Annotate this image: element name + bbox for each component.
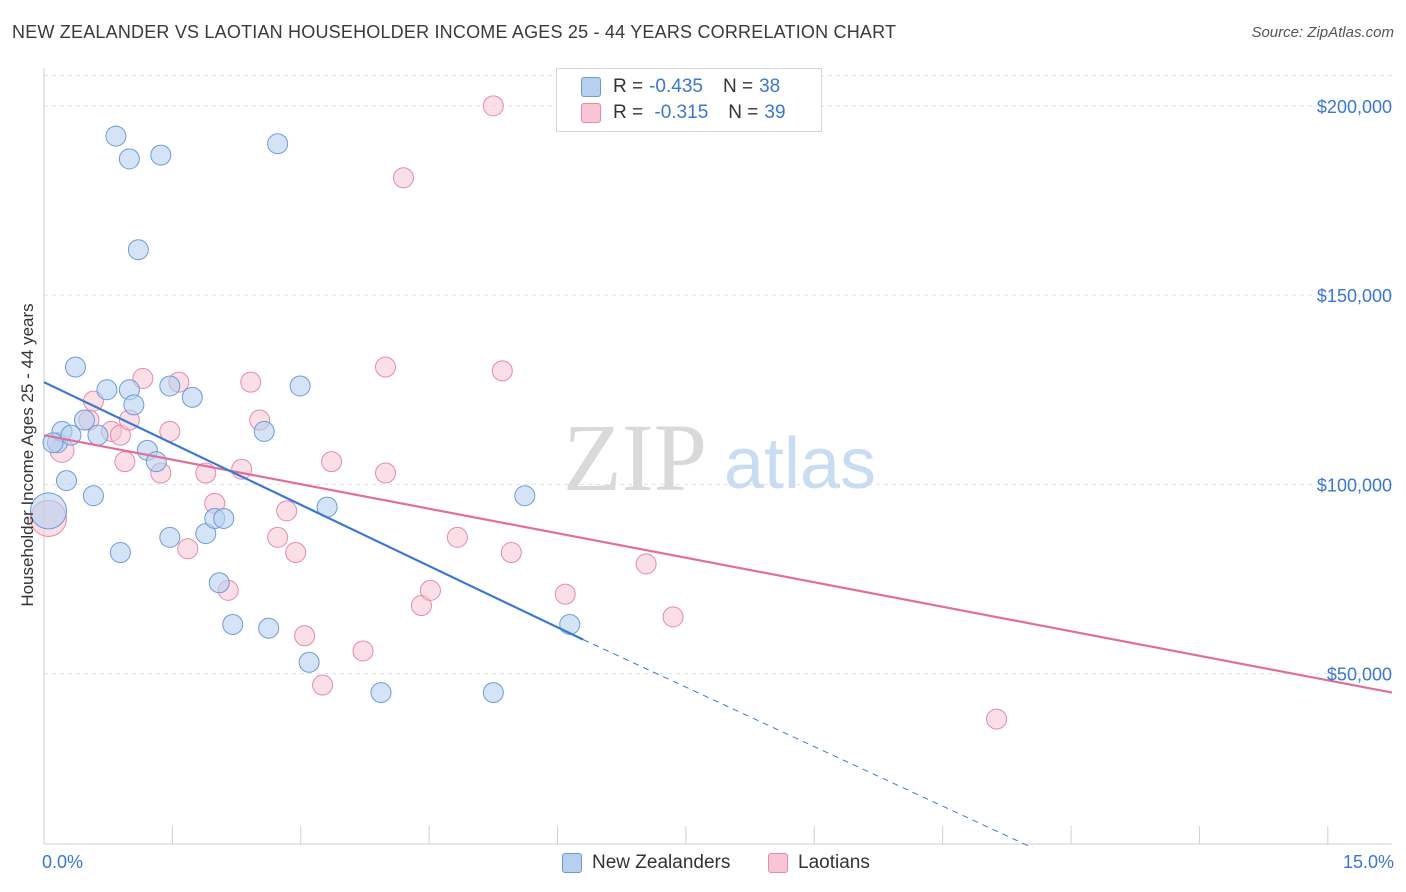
legend-r-value: -0.315 [649, 102, 709, 123]
new-zealanders-point [87, 424, 109, 446]
new-zealanders-point [559, 613, 581, 635]
watermark-zip: ZIP [563, 404, 707, 511]
correlation-legend: R = -0.435 N = 38 R = -0.315 N = 39 [556, 68, 822, 132]
laotians-points [29, 95, 1008, 730]
laotians-point [240, 371, 262, 393]
legend-n-value: 39 [764, 102, 786, 123]
laotians-point [294, 625, 316, 647]
new-zealanders-trend-extension [582, 639, 1033, 849]
new-zealanders-point [29, 492, 67, 530]
laotians-point [446, 526, 468, 548]
new-zealanders-point [514, 485, 536, 507]
laotians-point [374, 462, 396, 484]
legend-row-new-zealanders: R = -0.435 N = 38 [581, 75, 780, 99]
x-tick-label-min: 0.0% [42, 852, 84, 872]
new-zealanders-point [482, 682, 504, 704]
new-zealanders-point [289, 375, 311, 397]
laotians-point [491, 360, 513, 382]
bottom-legend-laotians: Laotians [768, 852, 870, 874]
source-credit: Source: ZipAtlas.com [1251, 24, 1394, 41]
chart-title: NEW ZEALANDER VS LAOTIAN HOUSEHOLDER INC… [12, 22, 897, 42]
legend-swatch-new-zealanders [581, 77, 601, 97]
new-zealanders-point [258, 617, 280, 639]
laotians-point [276, 500, 298, 522]
x-tick-label-max: 15.0% [1342, 852, 1394, 872]
new-zealanders-point [159, 375, 181, 397]
laotians-point [312, 674, 334, 696]
y-tick-label: $100,000 [1317, 475, 1392, 495]
new-zealanders-points [29, 125, 581, 704]
new-zealanders-point [105, 125, 127, 147]
new-zealanders-point [208, 572, 230, 594]
laotians-trend-line [43, 434, 1393, 694]
legend-n-label: N = [728, 102, 759, 123]
legend-row-laotians: R = -0.315 N = 39 [581, 101, 786, 125]
new-zealanders-point [298, 651, 320, 673]
new-zealanders-point [213, 507, 235, 529]
bottom-legend-new-zealanders: New Zealanders [562, 852, 730, 874]
new-zealanders-point [181, 386, 203, 408]
y-tick-labels: $50,000 $100,000 $150,000 $200,000 [1317, 97, 1392, 685]
laotians-point [482, 95, 504, 117]
y-axis-title: Householder Income Ages 25 - 44 years [18, 303, 37, 607]
new-zealanders-point [150, 144, 172, 166]
new-zealanders-point [159, 526, 181, 548]
legend-n-value: 38 [759, 76, 781, 97]
laotians-point [285, 542, 307, 564]
y-tick-label: $50,000 [1327, 665, 1392, 685]
new-zealanders-point [96, 379, 118, 401]
bottom-legend-label-new-zealanders: New Zealanders [592, 852, 731, 873]
legend-n-label: N = [722, 76, 754, 97]
new-zealanders-point [118, 148, 140, 170]
new-zealanders-point [82, 485, 104, 507]
watermark: ZIP atlas [563, 404, 876, 511]
laotians-point [662, 606, 684, 628]
new-zealanders-point [109, 542, 131, 564]
legend-r-label: R = [613, 76, 644, 97]
laotians-point [177, 538, 199, 560]
new-zealanders-point [267, 133, 289, 155]
legend-swatch-laotians [581, 103, 601, 123]
laotians-point [321, 451, 343, 473]
laotians-point [419, 579, 441, 601]
y-tick-label: $150,000 [1317, 286, 1392, 306]
laotians-point [500, 542, 522, 564]
laotians-point [267, 526, 289, 548]
bottom-legend-swatch-laotians [768, 853, 788, 873]
new-zealanders-point [73, 409, 95, 431]
new-zealanders-point [253, 420, 275, 442]
new-zealanders-point [127, 239, 149, 261]
new-zealanders-point [370, 682, 392, 704]
legend-r-value: -0.435 [649, 76, 703, 97]
new-zealanders-point [123, 394, 145, 416]
axes [43, 68, 1392, 845]
laotians-point [374, 356, 396, 378]
legend-r-label: R = [613, 102, 644, 123]
watermark-atlas: atlas [724, 424, 876, 504]
bottom-legend-label-laotians: Laotians [798, 852, 870, 873]
bottom-legend-swatch-new-zealanders [562, 853, 582, 873]
laotians-point [352, 640, 374, 662]
laotians-point [986, 708, 1008, 730]
laotians-point [554, 583, 576, 605]
laotians-point [132, 367, 154, 389]
trend-lines [43, 381, 1393, 849]
new-zealanders-point [55, 470, 77, 492]
y-tick-label: $200,000 [1317, 97, 1392, 117]
laotians-point [635, 553, 657, 575]
laotians-point [392, 167, 414, 189]
laotians-point [114, 451, 136, 473]
new-zealanders-trend-line [43, 381, 584, 641]
new-zealanders-point [222, 613, 244, 635]
new-zealanders-point [64, 356, 86, 378]
